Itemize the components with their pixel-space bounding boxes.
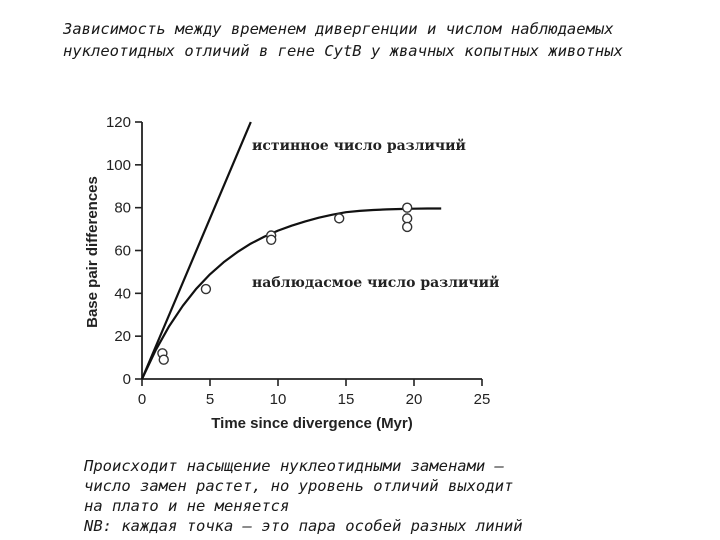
x-tick-label: 20 xyxy=(406,391,423,408)
y-tick-label: 60 xyxy=(114,243,131,260)
slide-caption: Происходит насыщение нуклеотидными замен… xyxy=(84,456,704,536)
data-point xyxy=(200,283,212,295)
series-line-true-differences xyxy=(140,121,252,380)
annotation-true-differences: истинное число различий xyxy=(252,137,466,154)
y-tick-label: 40 xyxy=(114,285,131,302)
chart-axes: 0 20 40 60 80 100 120 0 5 10 15 20 25 xyxy=(106,114,490,408)
annotation-observed-differences: наблюдасмое число различий xyxy=(252,274,499,291)
data-point xyxy=(334,213,345,224)
caption-line-1: Происходит насыщение нуклеотидными замен… xyxy=(84,457,504,475)
title-line-2: нуклеотидных отличий в гене CytB у жвачн… xyxy=(63,42,623,60)
title-line-1: Зависимость между временем дивергенции и… xyxy=(63,20,614,38)
y-tick-label: 100 xyxy=(106,157,131,174)
data-point xyxy=(158,354,169,365)
y-axis-label: Base pair differences xyxy=(84,176,101,328)
series-line-observed-differences xyxy=(141,207,442,380)
data-point xyxy=(402,202,413,213)
y-tick-label: 80 xyxy=(114,200,131,217)
caption-line-2: число замен растет, но уровень отличий в… xyxy=(84,477,514,495)
caption-line-4: NB: каждая точка – это пара особей разны… xyxy=(84,517,523,535)
x-tick-label: 25 xyxy=(474,391,491,408)
y-tick-label: 0 xyxy=(123,371,131,388)
x-tick-label: 10 xyxy=(270,391,287,408)
caption-line-3: на плато и не меняется xyxy=(84,497,290,515)
chart-series xyxy=(140,121,442,380)
data-point xyxy=(402,221,413,233)
x-axis-label: Time since divergence (Myr) xyxy=(211,415,412,432)
data-point xyxy=(402,213,413,224)
x-tick-label: 0 xyxy=(138,391,146,408)
data-point xyxy=(266,234,277,245)
y-tick-label: 120 xyxy=(106,114,131,131)
x-tick-label: 5 xyxy=(206,391,214,408)
y-tick-label: 20 xyxy=(114,328,131,345)
chart-points xyxy=(157,202,413,365)
x-tick-label: 15 xyxy=(338,391,355,408)
slide-title: Зависимость между временем дивергенции и… xyxy=(63,18,703,62)
